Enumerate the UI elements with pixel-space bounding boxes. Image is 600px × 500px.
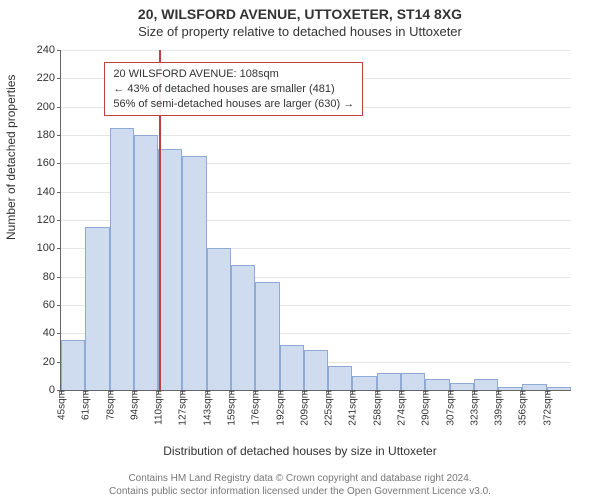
chart-title: 20, WILSFORD AVENUE, UTTOXETER, ST14 8XG	[0, 0, 600, 22]
chart-subtitle: Size of property relative to detached ho…	[0, 22, 600, 39]
histogram-bar	[352, 376, 376, 390]
histogram-bar	[231, 265, 255, 390]
histogram-bar	[158, 149, 182, 390]
ytick-label: 160	[37, 157, 61, 169]
xtick-label: 209sqm	[297, 390, 310, 426]
x-axis-label: Distribution of detached houses by size …	[0, 444, 600, 458]
xtick-label: 94sqm	[127, 390, 140, 420]
xtick-label: 61sqm	[79, 390, 92, 420]
histogram-bar	[255, 282, 279, 390]
footnote: Contains HM Land Registry data © Crown c…	[0, 472, 600, 498]
xtick-label: 127sqm	[176, 390, 189, 426]
xtick-label: 339sqm	[492, 390, 505, 426]
annot-line1: 20 WILSFORD AVENUE: 108sqm	[113, 67, 354, 82]
gridline	[61, 50, 571, 51]
histogram-bar	[328, 366, 352, 390]
footnote-line1: Contains HM Land Registry data © Crown c…	[128, 473, 471, 484]
ytick-label: 20	[43, 356, 61, 368]
xtick-label: 159sqm	[225, 390, 238, 426]
xtick-label: 323sqm	[467, 390, 480, 426]
histogram-bar	[61, 340, 85, 390]
ytick-label: 40	[43, 327, 61, 339]
annotation-box: 20 WILSFORD AVENUE: 108sqm← 43% of detac…	[104, 62, 363, 117]
histogram-bar	[134, 135, 158, 390]
ytick-label: 80	[43, 271, 61, 283]
xtick-label: 110sqm	[152, 390, 165, 425]
xtick-label: 290sqm	[419, 390, 432, 426]
histogram-bar	[110, 128, 134, 390]
footnote-line2: Contains public sector information licen…	[109, 486, 491, 497]
xtick-label: 192sqm	[273, 390, 286, 426]
ytick-label: 100	[37, 242, 61, 254]
ytick-label: 220	[37, 72, 61, 84]
xtick-label: 356sqm	[516, 390, 529, 426]
annot-line2: ← 43% of detached houses are smaller (48…	[113, 82, 354, 97]
histogram-bar	[207, 248, 231, 390]
histogram-bar	[474, 379, 498, 390]
histogram-bar	[425, 379, 449, 390]
ytick-label: 180	[37, 129, 61, 141]
histogram-bar	[377, 373, 401, 390]
ytick-label: 200	[37, 101, 61, 113]
y-axis-label: Number of detached properties	[4, 75, 18, 240]
ytick-label: 60	[43, 299, 61, 311]
histogram-bar	[304, 350, 328, 390]
histogram-bar	[85, 227, 109, 390]
histogram-bar	[450, 383, 474, 390]
xtick-label: 143sqm	[200, 390, 213, 426]
ytick-label: 240	[37, 44, 61, 56]
xtick-label: 307sqm	[443, 390, 456, 426]
xtick-label: 241sqm	[346, 390, 359, 426]
histogram-bar	[401, 373, 425, 390]
xtick-label: 258sqm	[370, 390, 383, 426]
xtick-label: 225sqm	[322, 390, 335, 426]
xtick-label: 274sqm	[395, 390, 408, 426]
ytick-label: 120	[37, 214, 61, 226]
xtick-label: 45sqm	[55, 390, 68, 420]
histogram-bar	[280, 345, 304, 390]
ytick-label: 140	[37, 186, 61, 198]
xtick-label: 372sqm	[540, 390, 553, 426]
xtick-label: 176sqm	[249, 390, 262, 426]
xtick-label: 78sqm	[103, 390, 116, 420]
plot-area: 02040608010012014016018020022024045sqm61…	[60, 50, 571, 391]
annot-line3: 56% of semi-detached houses are larger (…	[113, 97, 354, 112]
histogram-bar	[182, 156, 206, 390]
